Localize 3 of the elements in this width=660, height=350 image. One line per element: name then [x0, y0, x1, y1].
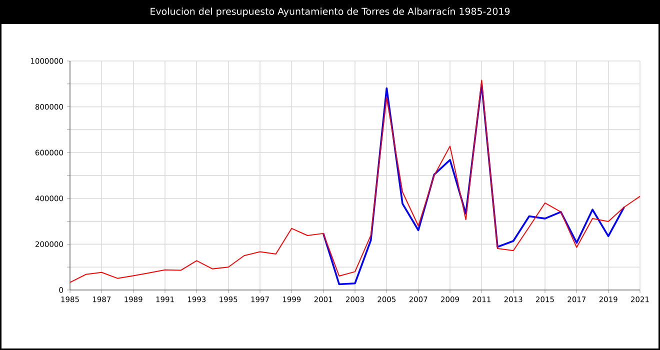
line-series	[322, 83, 626, 286]
line-series	[70, 80, 641, 283]
chart-title: Evolucion del presupuesto Ayuntamiento de Torres de Albarracín 1985-2019	[150, 7, 510, 17]
